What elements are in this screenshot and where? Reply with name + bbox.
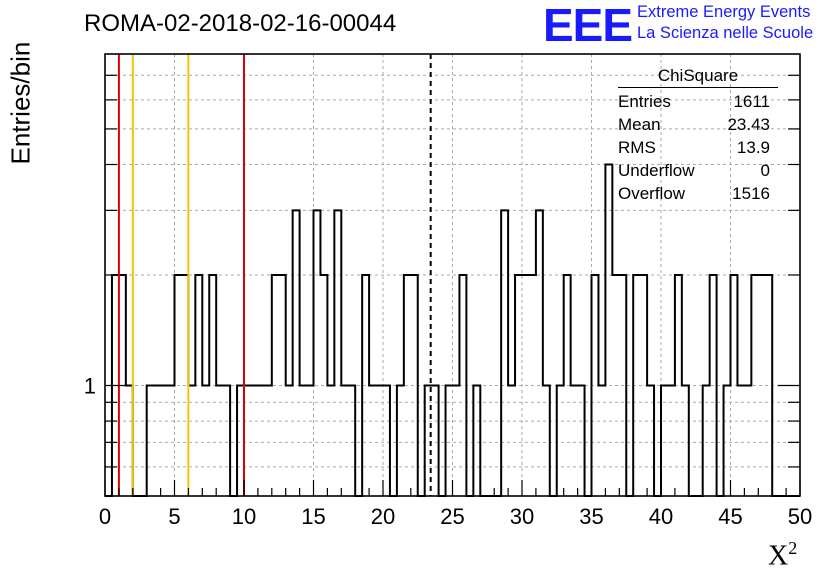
x-tick-label: 50: [788, 504, 812, 529]
stats-row: Overflow 1516: [612, 182, 778, 205]
stats-value: 1516: [732, 184, 770, 203]
chart-title: ROMA-02-2018-02-16-00044: [84, 10, 397, 37]
eee-logo: EEE: [543, 0, 633, 51]
histogram-bin: [293, 210, 300, 496]
histogram-bin: [605, 165, 612, 497]
stats-title: ChiSquare: [618, 66, 778, 88]
stats-row: Mean 23.43: [612, 113, 778, 136]
stats-value: 0: [760, 161, 770, 180]
logo-line-2: La Scienza nelle Scuole: [637, 24, 814, 42]
x-axis-label: X2: [768, 538, 798, 572]
y-tick-label: 1: [84, 374, 96, 399]
x-tick-label: 0: [99, 504, 111, 529]
stats-label: RMS: [618, 138, 656, 157]
logo-line-1: Extreme Energy Events: [637, 3, 811, 21]
histogram: [105, 163, 800, 497]
stats-label: Mean: [618, 115, 661, 134]
x-tick-label: 10: [232, 504, 256, 529]
stats-box: ChiSquare Entries 1611 Mean 23.43 RMS 13.9 …: [612, 66, 778, 205]
x-tick-label: 30: [510, 504, 534, 529]
histogram-bin: [314, 210, 321, 496]
x-tick-label: 20: [371, 504, 395, 529]
stats-label: Entries: [618, 92, 671, 111]
stats-row: Underflow 0: [612, 159, 778, 182]
x-tick-label: 15: [301, 504, 325, 529]
axis-ticks: [104, 74, 801, 496]
reference-lines: [117, 54, 432, 496]
x-tick-label: 25: [440, 504, 464, 529]
x-tick-label: 45: [718, 504, 742, 529]
x-tick-label: 35: [579, 504, 603, 529]
stats-value: 1611: [733, 92, 770, 111]
histogram-bin: [334, 210, 341, 496]
histogram-bin: [536, 210, 543, 496]
stats-value: 23.43: [727, 115, 770, 134]
tick-labels: 0 5 10 15 20 25 30 35 40 45 50 1: [84, 374, 812, 530]
stats-row: RMS 13.9: [612, 136, 778, 159]
histogram-bin: [501, 210, 508, 496]
histogram-outline: [105, 163, 800, 497]
y-axis-label: Entries/bin: [5, 41, 36, 165]
logo-text: Extreme Energy Events La Scienza nelle S…: [637, 2, 813, 44]
x-tick-label: 40: [649, 504, 673, 529]
stats-value: 13.9: [736, 138, 770, 157]
stats-label: Overflow: [618, 184, 686, 203]
x-tick-label: 5: [168, 504, 180, 529]
stats-label: Underflow: [618, 161, 695, 180]
stats-row: Entries 1611: [612, 90, 778, 113]
